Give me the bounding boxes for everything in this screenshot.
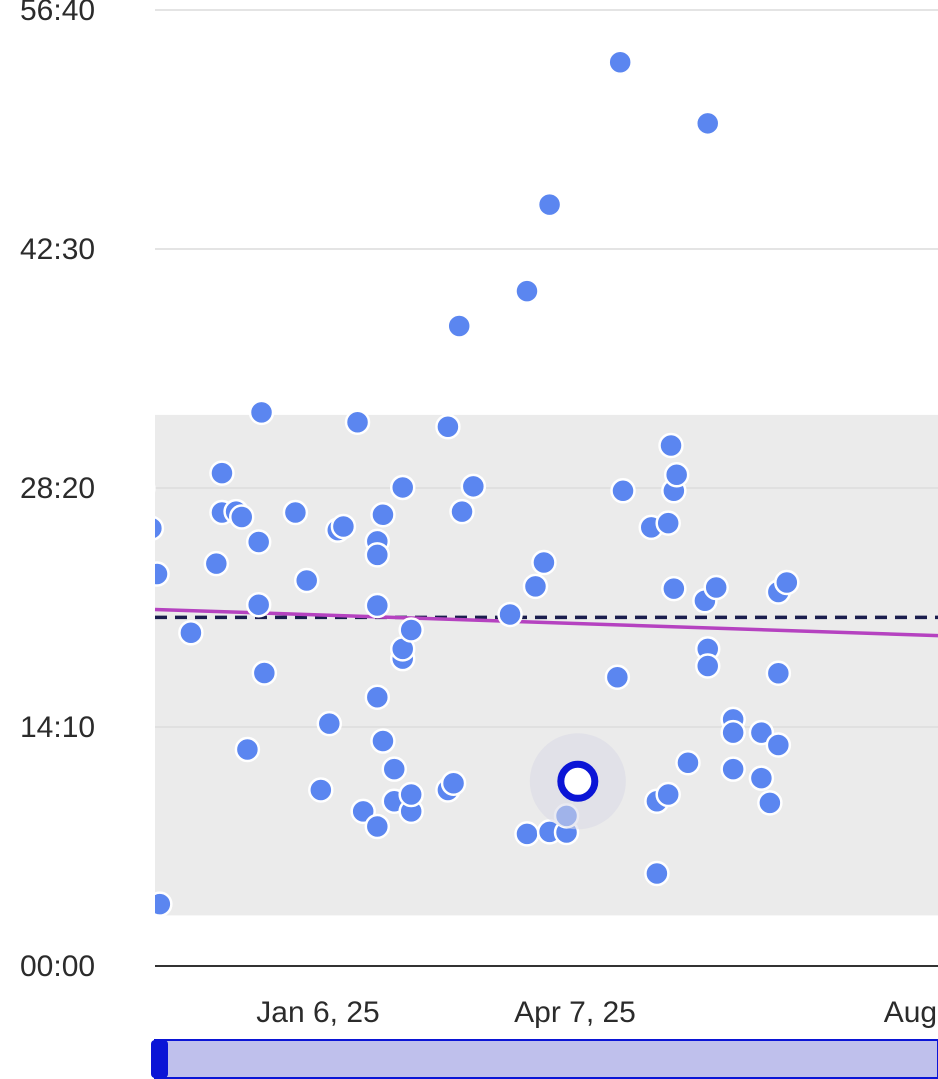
data-point[interactable] [644, 860, 670, 887]
data-point[interactable] [245, 529, 272, 555]
data-point[interactable] [765, 660, 792, 687]
data-point[interactable] [449, 498, 475, 525]
x-tick-label: Jan 6, 25 [256, 996, 379, 1029]
data-point[interactable] [446, 313, 472, 339]
data-point[interactable] [13, 690, 36, 713]
data-point[interactable] [703, 574, 729, 601]
data-point[interactable] [203, 550, 230, 577]
y-tick-label: 42:30 [20, 233, 95, 266]
data-point[interactable] [610, 478, 636, 504]
data-point[interactable] [228, 504, 255, 530]
data-point[interactable] [364, 542, 391, 568]
data-point[interactable] [131, 477, 156, 500]
data-point[interactable] [522, 573, 549, 600]
data-point[interactable] [663, 462, 690, 488]
data-point[interactable] [748, 765, 775, 791]
data-point[interactable] [514, 821, 540, 847]
data-point[interactable] [765, 732, 792, 758]
x-tick-label: Aug 20, 25 [884, 996, 938, 1029]
data-point[interactable] [370, 501, 396, 528]
data-point[interactable] [146, 561, 170, 587]
data-point[interactable] [757, 790, 783, 816]
highlighted-data-point[interactable] [557, 760, 599, 802]
data-point[interactable] [748, 719, 775, 746]
data-point[interactable] [308, 777, 334, 803]
y-tick-label: 28:20 [20, 472, 95, 505]
data-point[interactable] [531, 549, 557, 576]
data-point[interactable] [251, 660, 278, 686]
data-point[interactable] [774, 569, 800, 596]
data-point[interactable] [364, 813, 391, 840]
data-point[interactable] [114, 497, 137, 520]
data-point[interactable] [234, 736, 261, 763]
data-point[interactable] [694, 653, 721, 679]
data-point[interactable] [364, 592, 391, 619]
data-point[interactable] [398, 617, 424, 643]
x-tick-label: Apr 7, 25 [514, 996, 636, 1029]
data-point[interactable] [694, 110, 721, 137]
data-point[interactable] [123, 506, 146, 529]
data-point[interactable] [248, 399, 275, 426]
data-point[interactable] [661, 575, 687, 602]
data-point[interactable] [675, 749, 701, 776]
data-point[interactable] [720, 719, 746, 746]
y-tick-label: 00:00 [20, 950, 95, 983]
data-point[interactable] [316, 710, 343, 737]
data-point[interactable] [245, 591, 272, 618]
data-point[interactable] [497, 601, 523, 628]
trend-line [154, 607, 938, 638]
range-scrollbar-handle[interactable] [151, 1040, 168, 1078]
data-point[interactable] [114, 683, 137, 706]
data-point[interactable] [604, 664, 631, 690]
data-point[interactable] [114, 720, 137, 743]
data-point[interactable] [440, 770, 467, 796]
data-point[interactable] [330, 513, 357, 540]
data-point[interactable] [364, 684, 391, 710]
y-tick-label: 56:40 [20, 0, 95, 27]
data-point[interactable] [140, 515, 165, 541]
data-point[interactable] [514, 278, 540, 304]
data-point[interactable] [282, 499, 309, 526]
data-point[interactable] [655, 781, 681, 808]
data-point[interactable] [658, 432, 684, 459]
data-point[interactable] [536, 191, 563, 218]
data-point[interactable] [720, 756, 746, 782]
data-point[interactable] [123, 816, 146, 839]
data-point[interactable] [370, 728, 396, 754]
data-point[interactable] [389, 474, 416, 501]
data-point[interactable] [13, 577, 36, 600]
data-point[interactable] [178, 620, 204, 646]
data-point[interactable] [148, 891, 173, 917]
data-point[interactable] [607, 49, 633, 76]
data-point[interactable] [293, 567, 320, 594]
data-point[interactable] [344, 409, 371, 435]
data-point[interactable] [381, 756, 408, 782]
data-point[interactable] [655, 510, 681, 536]
data-point[interactable] [460, 473, 487, 500]
data-point[interactable] [435, 413, 461, 440]
data-point[interactable] [209, 460, 235, 486]
data-point[interactable] [398, 781, 424, 808]
y-tick-label: 14:10 [20, 711, 95, 744]
range-scrollbar-track[interactable] [154, 1039, 938, 1079]
